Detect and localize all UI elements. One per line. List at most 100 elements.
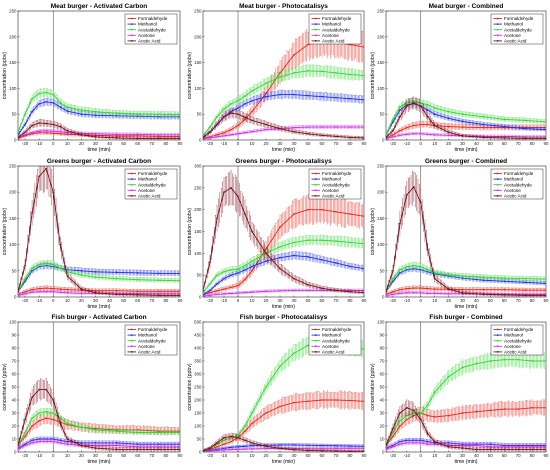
legend-marker: [314, 40, 317, 42]
x-tick-label: 50: [306, 141, 311, 146]
legend-marker: [130, 17, 133, 20]
legend-entry: Acetone: [322, 33, 339, 38]
data-point: [399, 106, 401, 108]
data-point: [321, 95, 323, 98]
x-tick-label: 40: [292, 141, 297, 146]
series-acetic-acid: [18, 119, 180, 140]
data-point: [426, 104, 429, 106]
x-tick-label: 30: [460, 141, 465, 146]
x-axis-label: time (min): [87, 304, 110, 310]
data-point: [230, 112, 232, 115]
series-methanol: [18, 97, 180, 137]
data-point: [31, 267, 33, 270]
data-point: [157, 133, 160, 136]
legend: FormaldehydeMethanolAcetaldehydeAcetoneA…: [124, 13, 178, 45]
data-point: [59, 267, 62, 270]
data-point: [59, 291, 62, 294]
data-point: [251, 130, 253, 133]
data-point: [433, 124, 436, 127]
y-axis-label: concentration (ppbv): [2, 52, 8, 100]
y-tick-label: 200: [9, 190, 17, 195]
series-line: [18, 130, 180, 138]
legend-entry: Acetic Acid: [138, 39, 161, 44]
x-tick-label: -20: [207, 141, 214, 146]
data-point: [157, 279, 160, 282]
series-line: [18, 101, 180, 136]
data-point: [66, 110, 69, 113]
data-point: [94, 114, 97, 117]
data-point: [31, 288, 33, 291]
panel-2: Meat burger - Photocatalisys -20 -10 0 10 20 3…: [187, 3, 367, 153]
data-point: [80, 292, 83, 295]
plot-frame: [17, 10, 181, 141]
series-acetic-acid: [203, 107, 364, 140]
data-point: [433, 133, 436, 136]
data-point: [265, 95, 267, 98]
data-point: [447, 134, 450, 137]
data-point: [307, 94, 309, 97]
series-acetic-acid: [18, 166, 180, 297]
data-point: [307, 132, 309, 135]
legend-marker: [314, 34, 317, 37]
data-point: [59, 125, 62, 128]
data-point: [392, 129, 394, 132]
series-line: [203, 112, 364, 139]
y-tick-label: 250: [9, 9, 17, 14]
data-point: [179, 279, 180, 282]
x-tick-label: 10: [432, 141, 437, 146]
data-point: [363, 137, 364, 139]
data-point: [251, 90, 253, 92]
y-tick-label: 0: [14, 295, 17, 300]
x-tick-label: 80: [348, 141, 353, 146]
x-tick-label: 40: [474, 141, 479, 146]
data-point: [157, 137, 160, 140]
data-point: [31, 110, 33, 113]
series-line: [386, 102, 546, 139]
data-point: [52, 93, 55, 96]
x-tick-label: 90: [544, 141, 549, 146]
series-line: [203, 70, 364, 137]
y-tick-label: 50: [12, 268, 17, 273]
data-point: [38, 287, 41, 290]
data-point: [405, 133, 408, 136]
y-axis-label: concentration (ppbv): [187, 52, 193, 100]
series-line: [203, 126, 364, 140]
legend-box: [124, 13, 178, 45]
data-point: [80, 133, 83, 136]
data-point: [524, 127, 527, 130]
x-tick-label: -10: [36, 298, 43, 303]
series-acetaldehyde: [18, 87, 180, 134]
data-point: [66, 291, 69, 294]
data-point: [66, 288, 69, 291]
series-line: [18, 132, 180, 139]
x-tick-label: 60: [502, 141, 507, 146]
data-point: [545, 137, 546, 140]
data-point: [31, 131, 33, 134]
x-tick-label: 50: [121, 298, 126, 303]
y-tick-label: 200: [377, 34, 385, 39]
y-tick-label: 50: [12, 112, 17, 117]
legend-entry: Acetic Acid: [322, 39, 345, 44]
legend-entry: Methanol: [138, 22, 157, 27]
data-point: [52, 132, 55, 135]
data-point: [52, 101, 55, 104]
series-line: [18, 92, 180, 133]
data-point: [94, 276, 97, 278]
data-point: [24, 113, 26, 116]
data-point: [216, 115, 218, 118]
data-point: [237, 107, 239, 109]
data-point: [18, 294, 19, 297]
data-point: [399, 129, 401, 132]
legend-entry: Formaldehyde: [504, 16, 534, 21]
x-tick-label: -20: [22, 141, 29, 146]
data-point: [237, 99, 239, 102]
data-point: [115, 112, 118, 115]
y-tick-label: 0: [382, 138, 385, 143]
data-point: [293, 130, 295, 133]
x-tick-label: 60: [135, 141, 140, 146]
data-point: [399, 115, 401, 118]
data-point: [203, 136, 204, 139]
y-tick-label: 50: [197, 112, 202, 117]
x-tick-label: 90: [178, 298, 183, 303]
data-point: [223, 108, 225, 110]
